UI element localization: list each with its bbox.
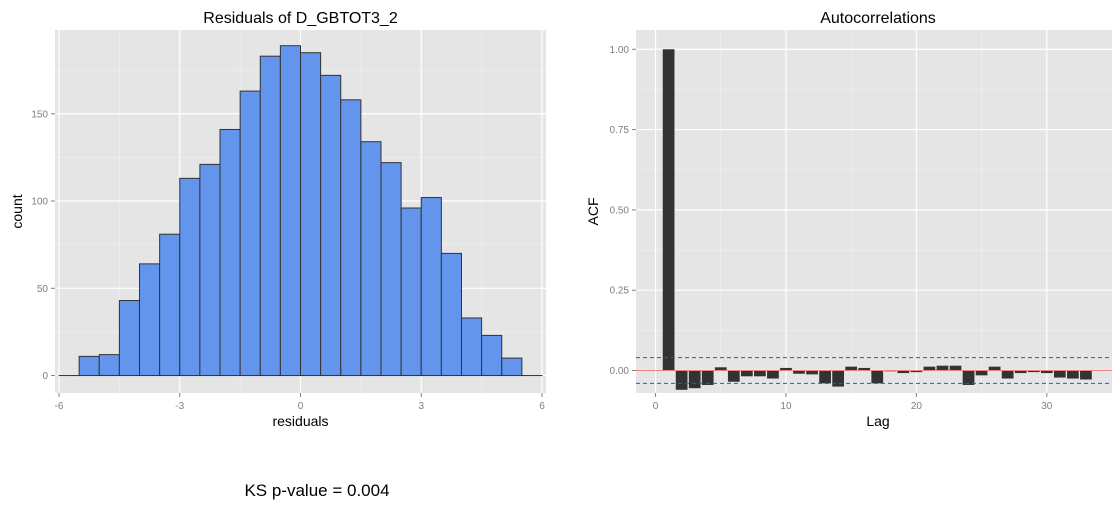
histogram-x-tick-label: 3 <box>418 401 424 412</box>
acf-bar <box>740 370 753 377</box>
acf-bar <box>1014 370 1027 374</box>
acf-bar <box>1080 370 1092 380</box>
histogram-bar <box>259 55 281 377</box>
histogram-y-axis-label: count <box>9 194 25 228</box>
acf-bar <box>793 370 805 374</box>
acf-y-tick-label: 1.00 <box>610 45 630 56</box>
acf-x-axis-label: Lag <box>866 413 889 429</box>
histogram-bar <box>440 252 462 377</box>
acf-panel-background <box>636 30 1112 393</box>
acf-bar <box>767 370 779 379</box>
acf-bar <box>832 370 845 387</box>
acf-bar <box>662 49 675 371</box>
histogram-bar <box>340 99 362 377</box>
acf-bar <box>1040 370 1053 374</box>
acf-bar <box>1001 370 1014 379</box>
histogram-bar <box>279 45 301 377</box>
acf-bar <box>936 365 949 371</box>
histogram-bar <box>139 263 161 377</box>
histogram-bar <box>98 354 120 377</box>
acf-bar <box>975 370 988 376</box>
histogram-bar <box>118 300 141 377</box>
histogram-bar <box>460 317 483 377</box>
acf-x-tick-label: 30 <box>1041 401 1053 412</box>
histogram-y-tick-label: 150 <box>31 109 48 120</box>
histogram-bar <box>78 355 100 377</box>
acf-x-tick-label: 0 <box>653 401 659 412</box>
histogram-x-tick-label: -6 <box>55 401 64 412</box>
histogram-x-tick-label: 6 <box>539 401 545 412</box>
ks-p-value-text: KS p-value = 0.004 <box>244 481 390 500</box>
acf-bar <box>819 370 831 384</box>
histogram-bar <box>179 177 201 377</box>
acf-bar <box>858 367 871 371</box>
histogram-y-tick-label: 0 <box>42 371 48 382</box>
acf-y-tick-label: 0.25 <box>610 286 630 297</box>
acf-bar <box>675 370 688 390</box>
acf-bar <box>701 370 714 385</box>
histogram-bar <box>501 357 523 377</box>
histogram-bar <box>159 233 181 377</box>
histogram-bar <box>320 74 342 377</box>
histogram-bar <box>199 163 221 377</box>
histogram-bar <box>300 52 322 377</box>
histogram-bar <box>420 197 442 377</box>
acf-x-tick-label: 10 <box>780 401 792 412</box>
acf-bar <box>1053 370 1066 378</box>
histogram-bar <box>481 334 503 377</box>
acf-bar <box>845 366 858 371</box>
histogram-bar <box>360 141 382 377</box>
acf-y-axis-label: ACF <box>585 198 601 226</box>
acf-bar <box>962 370 975 385</box>
acf-bar <box>871 370 884 384</box>
histogram-y-tick-label: 100 <box>31 197 48 208</box>
acf-bar <box>780 367 792 371</box>
histogram-bar <box>400 207 422 377</box>
histogram-bar <box>380 162 402 377</box>
histogram-x-tick-label: -3 <box>175 401 184 412</box>
acf-y-tick-label: 0.75 <box>610 125 630 136</box>
acf-bar <box>910 370 923 373</box>
histogram-bar <box>239 90 261 377</box>
acf-bar <box>988 366 1001 371</box>
acf-bar <box>949 365 962 371</box>
acf-bar <box>714 367 727 371</box>
acf-title: Autocorrelations <box>820 10 936 27</box>
histogram-title: Residuals of D_GBTOT3_2 <box>203 10 398 27</box>
acf-y-tick-label: 0.50 <box>610 205 630 216</box>
acf-bar <box>923 366 936 371</box>
acf-bar <box>1067 370 1079 379</box>
histogram-x-axis-label: residuals <box>272 413 328 429</box>
histogram-x-tick-label: 0 <box>298 401 304 412</box>
histogram-bar <box>219 128 241 377</box>
acf-bar <box>727 370 740 382</box>
acf-bar <box>806 370 818 375</box>
acf-bar <box>688 370 701 389</box>
acf-bar <box>897 370 910 374</box>
acf-x-tick-label: 20 <box>911 401 923 412</box>
acf-bar <box>754 370 766 377</box>
acf-bar <box>1027 370 1040 373</box>
histogram-y-tick-label: 50 <box>37 284 49 295</box>
acf-y-tick-label: 0.00 <box>610 366 630 377</box>
